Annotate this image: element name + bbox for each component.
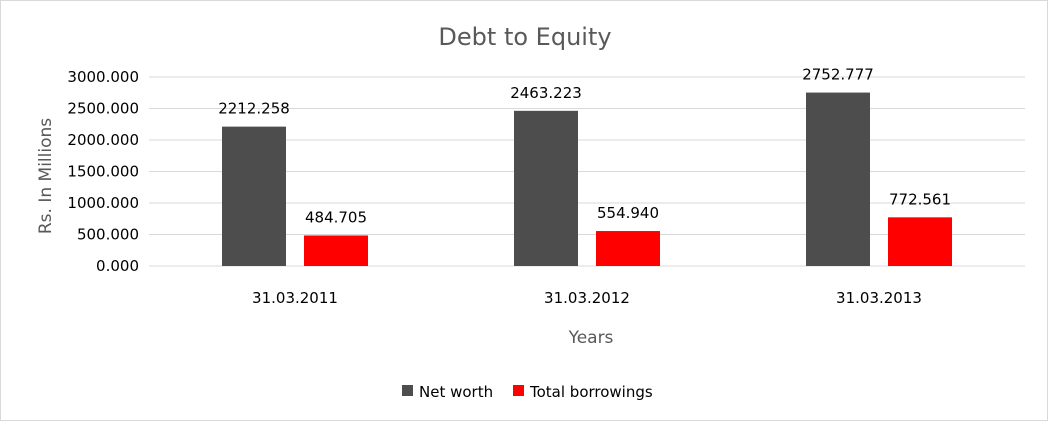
x-category-label-1: 31.03.2012 xyxy=(544,289,630,307)
data-label-0-2: 2752.777 xyxy=(802,66,874,84)
legend-swatch-total-borrowings xyxy=(513,385,524,396)
y-tick-label-0: 0.000 xyxy=(96,257,139,275)
y-tick-label-4: 2000.000 xyxy=(67,131,139,149)
data-label-1-1: 554.940 xyxy=(597,204,659,222)
grid-layer xyxy=(149,76,1025,267)
y-tick-label-2: 1000.000 xyxy=(67,194,139,212)
data-label-1-2: 772.561 xyxy=(889,190,951,208)
axis-layer: 0.000 500.000 1000.000 1500.000 2000.000 2500… xyxy=(67,68,1025,307)
y-tick-label-5: 2500.000 xyxy=(67,100,139,118)
x-axis-title: Years xyxy=(568,328,614,348)
labels-layer: 2212.258 484.705 2463.223 554.940 2752.777 77… xyxy=(218,66,951,227)
legend: Net worth Total borrowings xyxy=(402,383,653,401)
data-label-0-1: 2463.223 xyxy=(510,84,582,102)
chart-title: Debt to Equity xyxy=(438,23,611,51)
bar-0-1 xyxy=(514,110,578,266)
bar-1-1 xyxy=(596,231,660,266)
legend-label-total-borrowings: Total borrowings xyxy=(529,383,653,401)
y-tick-label-1: 500.000 xyxy=(77,226,139,244)
bar-1-0 xyxy=(304,235,368,266)
bar-1-2 xyxy=(888,217,952,266)
bar-0-0 xyxy=(222,126,286,266)
x-category-label-2: 31.03.2013 xyxy=(836,289,922,307)
legend-label-net-worth: Net worth xyxy=(419,383,493,401)
legend-swatch-net-worth xyxy=(402,385,413,396)
data-label-0-0: 2212.258 xyxy=(218,100,290,118)
y-tick-label-3: 1500.000 xyxy=(67,163,139,181)
y-tick-label-6: 3000.000 xyxy=(67,68,139,86)
y-axis-title: Rs. In Millions xyxy=(36,118,56,234)
bars-layer xyxy=(222,92,952,267)
bar-0-2 xyxy=(806,92,870,267)
x-category-label-0: 31.03.2011 xyxy=(252,289,338,307)
data-label-1-0: 484.705 xyxy=(305,208,367,226)
